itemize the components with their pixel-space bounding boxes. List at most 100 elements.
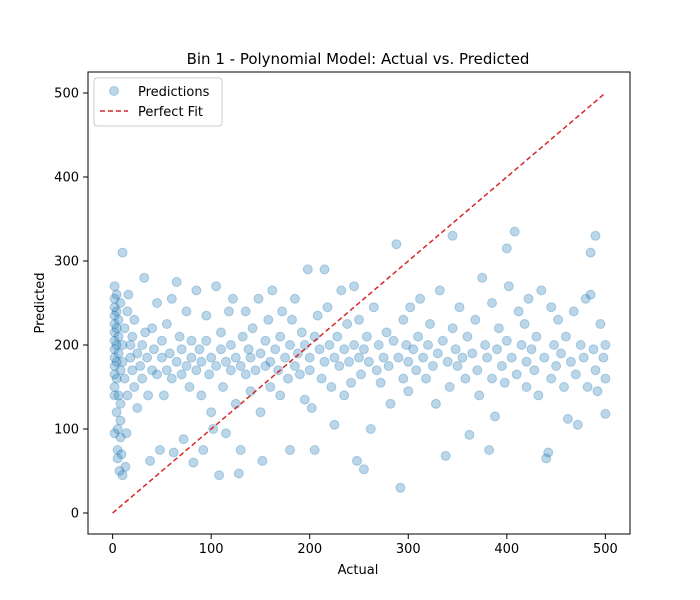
scatter-point bbox=[111, 323, 122, 334]
chart-title: Bin 1 - Polynomial Model: Actual vs. Pre… bbox=[187, 50, 530, 68]
scatter-point bbox=[304, 352, 315, 363]
scatter-point bbox=[233, 468, 244, 479]
y-axis-label: Predicted bbox=[33, 272, 48, 333]
scatter-point bbox=[309, 331, 320, 342]
scatter-point bbox=[225, 365, 236, 376]
scatter-point bbox=[109, 302, 120, 313]
scatter-point bbox=[112, 453, 123, 464]
x-tick-label: 100 bbox=[199, 542, 224, 557]
legend: Predictions Perfect Fit bbox=[93, 77, 223, 127]
scatter-point bbox=[454, 302, 465, 313]
scatter-point bbox=[265, 356, 276, 367]
scatter-point bbox=[142, 352, 153, 363]
scatter-point bbox=[127, 331, 138, 342]
scatter-point bbox=[575, 340, 586, 350]
scatter-point bbox=[598, 352, 609, 363]
scatter-point bbox=[166, 373, 177, 384]
scatter-point bbox=[339, 344, 350, 355]
scatter-point bbox=[214, 470, 225, 481]
scatter-point bbox=[122, 306, 133, 317]
scatter-point bbox=[418, 352, 429, 363]
scatter-point bbox=[383, 361, 394, 371]
scatter-point bbox=[125, 340, 136, 350]
scatter-point bbox=[472, 365, 483, 376]
scatter-point bbox=[121, 428, 132, 439]
scatter-point bbox=[277, 306, 288, 317]
scatter-point bbox=[543, 447, 554, 458]
scatter-point bbox=[255, 407, 266, 418]
scatter-point bbox=[521, 382, 532, 392]
scatter-point bbox=[358, 344, 369, 355]
scatter-point bbox=[401, 340, 412, 350]
scatter-point bbox=[533, 390, 544, 401]
scatter-point bbox=[123, 289, 134, 300]
scatter-point bbox=[275, 331, 286, 342]
scatter-point bbox=[109, 327, 120, 338]
scatter-point bbox=[111, 306, 122, 317]
scatter-point bbox=[132, 348, 143, 359]
scatter-point bbox=[464, 429, 475, 440]
scatter-point bbox=[381, 327, 392, 338]
scatter-point bbox=[501, 243, 512, 254]
scatter-point bbox=[316, 373, 327, 384]
scatter-point bbox=[129, 382, 140, 392]
scatter-point bbox=[467, 348, 478, 359]
scatter-point bbox=[398, 373, 409, 384]
scatter-point bbox=[265, 382, 276, 392]
scatter-point bbox=[432, 348, 443, 359]
scatter-point bbox=[395, 482, 406, 493]
scatter-point bbox=[129, 314, 140, 325]
scatter-point bbox=[198, 445, 209, 455]
y-axis: 0 100 200 300 400 500 bbox=[54, 87, 88, 522]
scatter-point bbox=[324, 340, 335, 350]
scatter-point bbox=[206, 352, 217, 363]
scatter-point bbox=[186, 335, 197, 346]
scatter-point bbox=[149, 344, 159, 355]
scatter-point bbox=[117, 356, 128, 367]
x-axis: 0 100 200 300 400 500 bbox=[108, 534, 618, 557]
scatter-point bbox=[346, 377, 357, 388]
scatter-point bbox=[111, 373, 122, 384]
scatter-point bbox=[565, 356, 576, 367]
y-tick-label: 200 bbox=[54, 339, 79, 354]
scatter-point bbox=[109, 361, 120, 371]
scatter-point bbox=[223, 306, 234, 317]
x-tick-label: 0 bbox=[108, 542, 116, 557]
scatter-point bbox=[294, 369, 305, 380]
scatter-point bbox=[216, 344, 226, 355]
scatter-point bbox=[572, 419, 583, 430]
scatter-point bbox=[447, 230, 458, 241]
scatter-point bbox=[519, 319, 530, 329]
scatter-point bbox=[490, 411, 500, 422]
scatter-point bbox=[171, 356, 182, 367]
scatter-point bbox=[314, 344, 325, 355]
scatter-point bbox=[570, 369, 581, 380]
legend-box bbox=[93, 77, 223, 127]
scatter-point bbox=[111, 356, 122, 367]
scatter-point bbox=[319, 356, 330, 367]
scatter-point bbox=[541, 453, 552, 464]
x-tick-label: 400 bbox=[494, 542, 519, 557]
scatter-point bbox=[194, 344, 205, 355]
scatter-point bbox=[415, 293, 426, 304]
scatter-point bbox=[588, 344, 599, 355]
scatter-point bbox=[342, 319, 353, 329]
scatter-point bbox=[413, 331, 424, 342]
scatter-point bbox=[529, 365, 540, 376]
scatter-point bbox=[112, 445, 123, 455]
scatter-point bbox=[283, 373, 293, 384]
scatter-point bbox=[349, 340, 360, 350]
scatter-point bbox=[600, 373, 611, 384]
scatter-point bbox=[556, 348, 566, 359]
scatter-point bbox=[218, 382, 228, 392]
scatter-point bbox=[161, 365, 172, 376]
scatter-point bbox=[509, 226, 520, 237]
y-tick-label: 500 bbox=[54, 87, 79, 102]
scatter-point bbox=[164, 348, 175, 359]
scatter-point bbox=[339, 390, 350, 401]
scatter-point bbox=[267, 285, 278, 296]
scatter-point bbox=[263, 314, 274, 325]
scatter-point bbox=[477, 272, 488, 283]
scatter-point bbox=[385, 398, 396, 409]
scatter-point bbox=[109, 369, 120, 380]
